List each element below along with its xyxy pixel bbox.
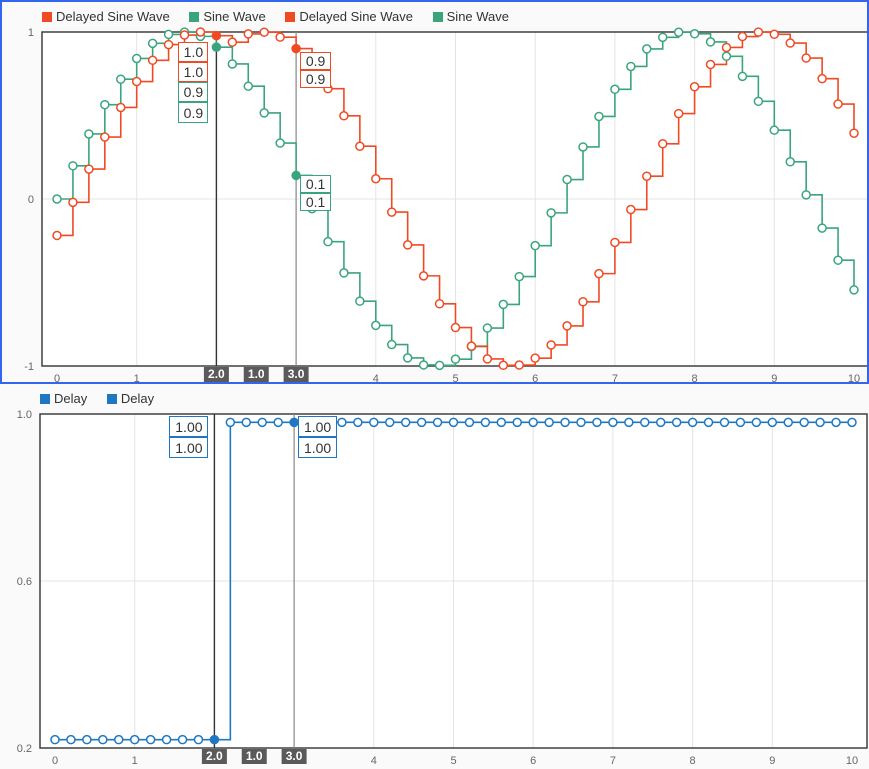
- svg-text:0.6: 0.6: [17, 576, 32, 588]
- svg-text:2.0: 2.0: [208, 367, 225, 381]
- svg-text:1: 1: [28, 27, 34, 39]
- svg-text:1: 1: [132, 755, 138, 767]
- svg-text:4: 4: [373, 373, 379, 384]
- svg-text:1: 1: [134, 373, 140, 384]
- svg-text:10: 10: [848, 373, 860, 384]
- svg-text:1.0: 1.0: [248, 367, 265, 381]
- svg-text:8: 8: [690, 755, 696, 767]
- svg-text:10: 10: [846, 755, 858, 767]
- svg-text:8: 8: [692, 373, 698, 384]
- svg-text:3.0: 3.0: [288, 367, 305, 381]
- svg-text:0.2: 0.2: [17, 743, 32, 755]
- svg-text:-1: -1: [24, 361, 34, 373]
- svg-text:4: 4: [371, 755, 377, 767]
- svg-text:2.0: 2.0: [206, 749, 223, 763]
- svg-text:5: 5: [452, 373, 458, 384]
- svg-text:3.0: 3.0: [286, 749, 303, 763]
- svg-text:1.0: 1.0: [17, 409, 32, 421]
- svg-text:9: 9: [769, 755, 775, 767]
- svg-text:7: 7: [610, 755, 616, 767]
- svg-text:0: 0: [54, 373, 60, 384]
- svg-text:0: 0: [52, 755, 58, 767]
- svg-text:0: 0: [28, 194, 34, 206]
- svg-text:5: 5: [450, 755, 456, 767]
- svg-text:1.0: 1.0: [246, 749, 263, 763]
- svg-text:9: 9: [771, 373, 777, 384]
- svg-text:6: 6: [530, 755, 536, 767]
- svg-text:6: 6: [532, 373, 538, 384]
- svg-text:7: 7: [612, 373, 618, 384]
